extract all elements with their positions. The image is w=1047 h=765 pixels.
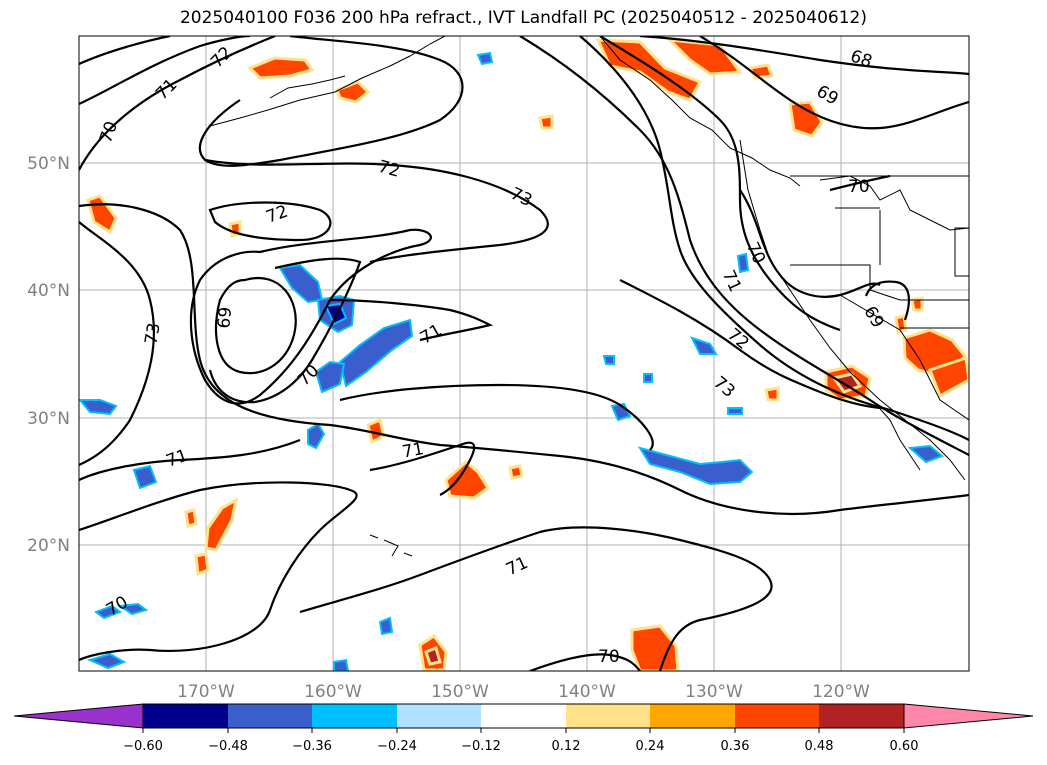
positive-anomaly-shading	[86, 38, 969, 671]
colorbar-tick-label: 0.12	[552, 739, 581, 754]
colorbar-tick-label: 0.48	[805, 739, 834, 754]
colorbar-tick-label: −0.24	[377, 739, 417, 754]
lon-label-160w: 160°W	[304, 682, 362, 702]
colorbar-segment	[228, 704, 312, 728]
colorbar-segment	[397, 704, 481, 728]
colorbar-tick-label: −0.60	[123, 739, 163, 754]
colorbar-tick-label: 0.36	[721, 739, 750, 754]
lat-label-40n: 40°N	[27, 281, 70, 301]
colorbar-segment	[819, 704, 904, 728]
colorbar-tick-label: 0.60	[890, 739, 919, 754]
lon-label-130w: 130°W	[685, 682, 743, 702]
contour-label: 69	[214, 306, 236, 329]
contour-label: 73	[141, 321, 164, 346]
refractivity-contours	[79, 36, 969, 671]
lon-label-140w: 140°W	[558, 682, 616, 702]
map-title: 2025040100 F036 200 hPa refract., IVT La…	[179, 8, 867, 28]
colorbar-extend-high	[903, 703, 1034, 729]
lon-label-150w: 150°W	[431, 682, 489, 702]
colorbar-tick-label: −0.36	[292, 739, 332, 754]
map-area	[79, 36, 969, 671]
colorbar-extend-low	[13, 703, 144, 729]
lat-label-30n: 30°N	[27, 409, 70, 429]
map-frame	[78, 35, 970, 672]
contour-label: 70	[598, 647, 620, 667]
colorbar: −0.60 −0.48 −0.36 −0.24 −0.12 0.12 0.24 …	[13, 703, 1034, 754]
colorbar-segment	[650, 704, 735, 728]
colorbar-segment	[735, 704, 819, 728]
negative-anomaly-shading	[79, 51, 944, 671]
colorbar-segment	[312, 704, 397, 728]
colorbar-segment	[481, 704, 566, 728]
longitude-labels: 170°W 160°W 150°W 140°W 130°W 120°W	[177, 682, 870, 702]
lat-label-50n: 50°N	[27, 154, 70, 174]
lon-label-120w: 120°W	[812, 682, 870, 702]
colorbar-segment	[143, 704, 228, 728]
lon-label-170w: 170°W	[177, 682, 235, 702]
colorbar-tick-label: −0.48	[208, 739, 248, 754]
colorbar-segment	[566, 704, 650, 728]
colorbar-tick-label: 0.24	[636, 739, 665, 754]
coastlines	[209, 36, 969, 557]
lat-label-20n: 20°N	[27, 536, 70, 556]
contour-label: 71	[401, 439, 426, 462]
latitude-labels: 50°N 40°N 30°N 20°N	[27, 154, 70, 556]
colorbar-tick-label: −0.12	[461, 739, 501, 754]
contour-label: 70	[848, 177, 870, 197]
